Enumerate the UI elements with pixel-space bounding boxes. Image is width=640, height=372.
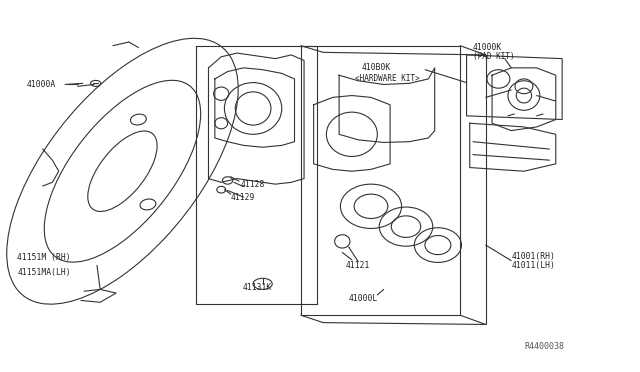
Text: 41128: 41128: [241, 180, 265, 189]
Text: 410B0K: 410B0K: [362, 63, 390, 72]
Text: 41151MA(LH): 41151MA(LH): [17, 268, 71, 277]
Text: 41131K: 41131K: [243, 283, 271, 292]
Text: 41000L: 41000L: [349, 294, 378, 303]
Text: 41001(RH): 41001(RH): [511, 251, 555, 261]
Text: 41151M (RH): 41151M (RH): [17, 253, 71, 263]
Text: R4400038: R4400038: [524, 342, 564, 351]
Text: 41129: 41129: [231, 193, 255, 202]
Text: 41121: 41121: [346, 261, 370, 270]
Text: 41011(LH): 41011(LH): [511, 261, 555, 270]
Text: 41000K: 41000K: [473, 43, 502, 52]
Text: 41000A: 41000A: [27, 80, 56, 89]
Text: <HARDWARE KIT>: <HARDWARE KIT>: [355, 74, 420, 83]
Text: (PAD KIT): (PAD KIT): [473, 52, 515, 61]
